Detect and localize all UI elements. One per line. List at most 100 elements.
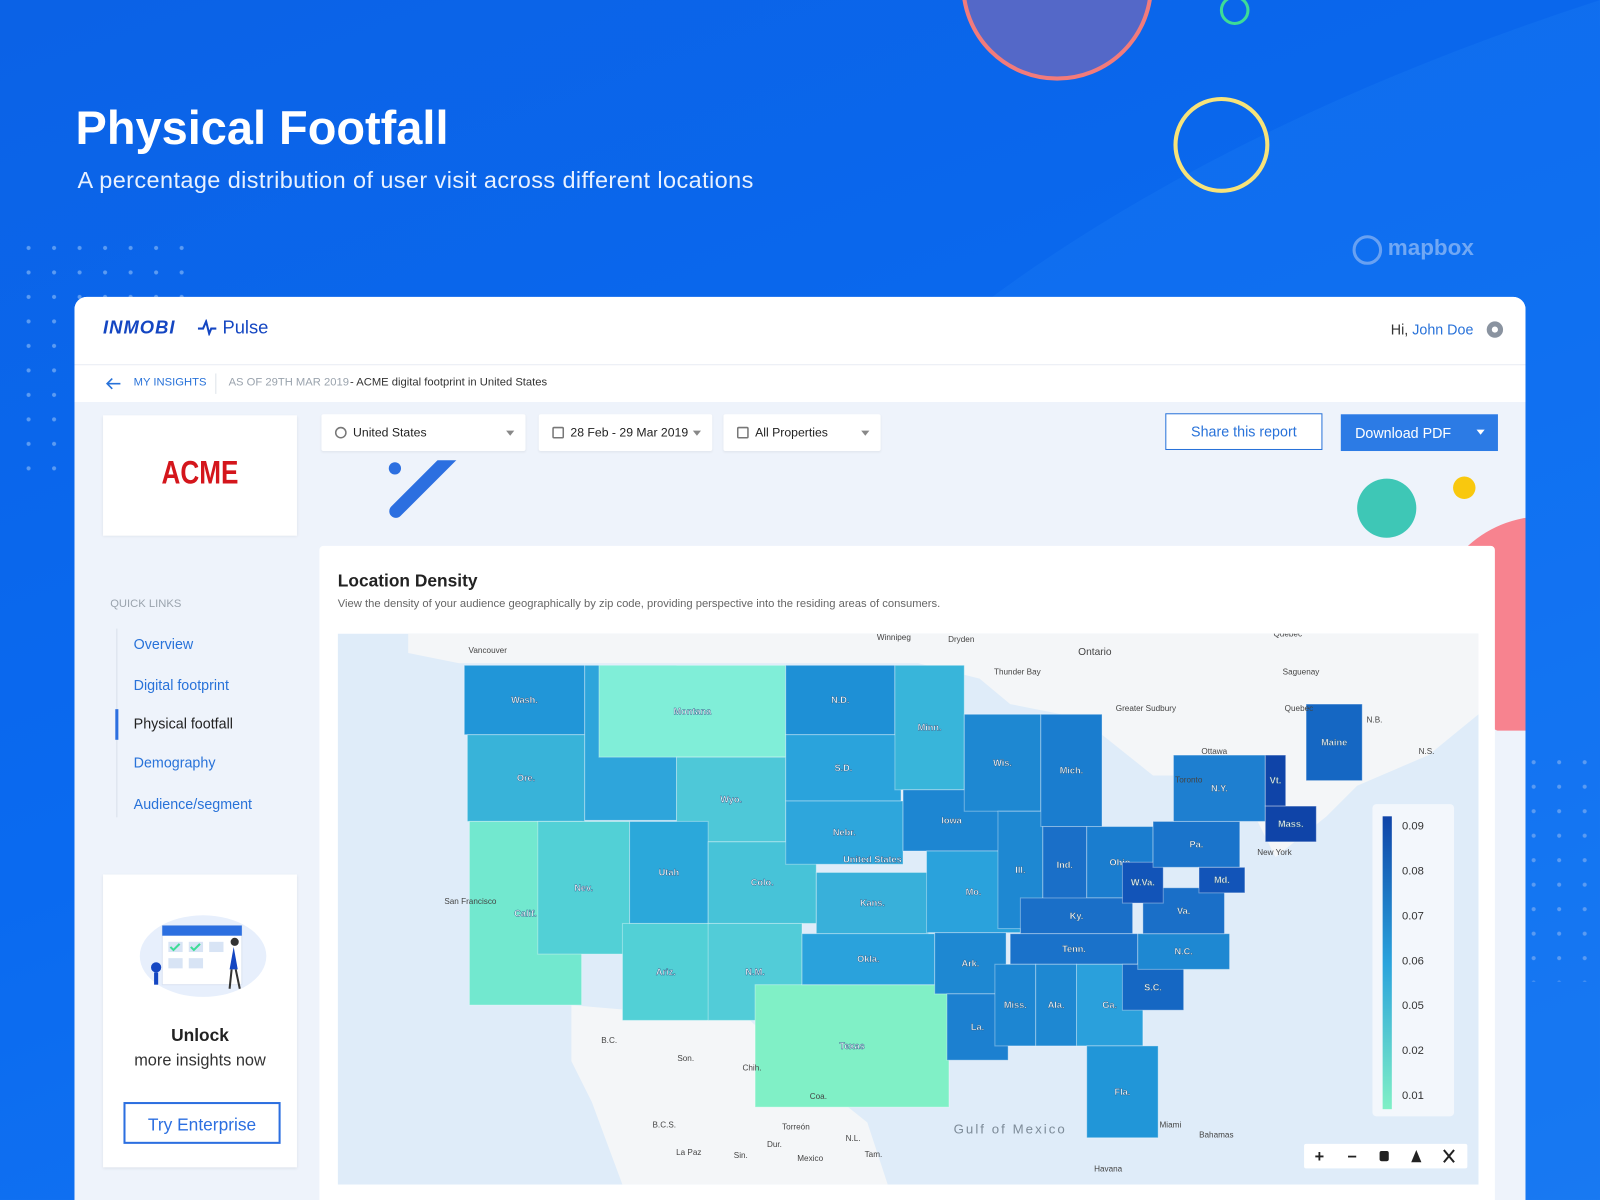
promo-text: more insights now (134, 1052, 266, 1070)
try-enterprise-button[interactable]: Try Enterprise (123, 1102, 281, 1144)
map-control-icons (1379, 1149, 1455, 1163)
compass-icon[interactable] (1411, 1149, 1422, 1163)
state-label: Ariz. (656, 967, 676, 977)
state[interactable] (785, 664, 896, 736)
page-title: Physical Footfall (75, 101, 449, 155)
filter-dropdown[interactable]: 28 Feb - 29 Mar 2019 (538, 414, 713, 452)
place-label: Miami (1160, 1121, 1182, 1130)
decoration (388, 460, 457, 518)
caret (692, 430, 702, 436)
state[interactable] (894, 664, 965, 791)
state[interactable] (785, 734, 902, 802)
state-label: Vt. (1270, 776, 1282, 786)
states: Wash.Ore.Calif.IdahoNev.MontanaWyo.UtahC… (463, 664, 1363, 1139)
legend-label: 0.08 (1402, 865, 1424, 877)
state[interactable] (1264, 805, 1317, 843)
state-label: Maine (1321, 737, 1347, 747)
lock-icon[interactable] (1379, 1151, 1389, 1162)
place-label: N.S. (1419, 747, 1435, 756)
state[interactable] (934, 932, 1007, 995)
state[interactable] (1042, 826, 1088, 904)
state-label: Pa. (1190, 839, 1204, 849)
state[interactable] (785, 800, 904, 865)
state[interactable] (1086, 1045, 1159, 1139)
zoom-button[interactable]: + (1315, 1148, 1325, 1166)
place-label: N.B. (1367, 715, 1383, 724)
state-label: Texas (839, 1041, 864, 1051)
state[interactable] (1019, 897, 1134, 935)
filter-dropdown[interactable]: All Properties (723, 414, 881, 452)
quick-link[interactable]: Overview (133, 635, 194, 653)
state[interactable] (621, 922, 710, 1021)
legend: 0.09 0.08 0.07 0.06 0.05 0.02 0.01 (1402, 821, 1424, 1102)
state[interactable] (1035, 963, 1078, 1047)
filter-dropdown[interactable]: United States (321, 414, 526, 452)
place-label: Sin. (734, 1151, 748, 1160)
state-label: Minn. (918, 723, 942, 733)
state[interactable] (1121, 861, 1164, 904)
canada (408, 633, 1479, 858)
state-label: Tenn. (1062, 944, 1086, 954)
breadcrumb-back[interactable]: MY INSIGHTS (133, 376, 207, 389)
state-label: Ky. (1070, 911, 1084, 921)
state[interactable] (1198, 866, 1246, 894)
settings-icon[interactable] (1485, 319, 1505, 339)
state-label: Calif. (514, 908, 536, 918)
legend-label: 0.05 (1402, 1000, 1424, 1012)
place-label: N.L. (846, 1134, 861, 1143)
quick-link[interactable]: Digital footprint (133, 676, 229, 693)
top-bar: INMOBI Pulse Hi, John Doe (74, 296, 1526, 366)
dropdown-caret (692, 430, 702, 436)
quick-link[interactable]: Physical footfall (133, 715, 233, 732)
share-button[interactable]: Share this report (1165, 413, 1323, 450)
place-label: Thunder Bay (994, 667, 1042, 676)
filter-icon (334, 426, 347, 439)
fullscreen-icon[interactable] (1443, 1149, 1455, 1163)
place-label: Toronto (1175, 776, 1203, 785)
place-label: Coa. (810, 1092, 827, 1101)
state[interactable] (1172, 754, 1266, 822)
legend-label: 0.07 (1402, 910, 1424, 922)
state-label: Md. (1214, 875, 1230, 885)
state[interactable] (1305, 703, 1363, 782)
dropdown-caret (861, 430, 870, 436)
legend-label: 0.01 (1402, 1090, 1424, 1102)
place-label: Bahamas (1199, 1131, 1233, 1140)
state-label: N.C. (1174, 947, 1192, 957)
user-name[interactable]: John Doe (1412, 321, 1474, 338)
zoom-button[interactable]: − (1347, 1148, 1357, 1166)
state[interactable] (598, 664, 787, 758)
place-label: Havana (1094, 1164, 1123, 1173)
legend-label: 0.06 (1402, 955, 1424, 967)
logo[interactable]: INMOBI (103, 317, 176, 338)
state-label: S.D. (834, 763, 852, 773)
state[interactable] (754, 984, 950, 1108)
state[interactable] (1152, 820, 1241, 868)
state[interactable] (801, 933, 936, 986)
place-label: B.C.S. (652, 1121, 676, 1130)
back-arrow[interactable] (105, 377, 121, 391)
download-label: Download PDF (1355, 424, 1452, 441)
state[interactable] (815, 871, 930, 935)
card-description: View the density of your audience geogra… (337, 597, 941, 611)
state-label: Nebr. (833, 828, 856, 838)
choropleth-map[interactable]: Wash.Ore.Calif.IdahoNev.MontanaWyo.UtahC… (337, 633, 1479, 1185)
place-label: Son. (677, 1054, 694, 1063)
state-label: Miss. (1004, 1000, 1027, 1010)
download-button[interactable]: Download PDF (1340, 414, 1498, 452)
quick-link[interactable]: Demography (133, 754, 216, 771)
state-label: N.D. (831, 695, 849, 705)
active-indicator (115, 709, 119, 740)
state-label: United States (843, 855, 902, 865)
state[interactable] (994, 963, 1037, 1047)
legend-gradient (1382, 816, 1392, 1110)
state-label: N.Y. (1211, 783, 1228, 793)
state-label: Ark. (961, 958, 979, 968)
dropdown-caret (1476, 429, 1485, 435)
quick-link[interactable]: Audience/segment (133, 795, 253, 813)
filter-label: All Properties (755, 425, 828, 440)
icon-shape (736, 426, 749, 439)
breadcrumb-bar: MY INSIGHTS AS OF 29TH MAR 2019 - ACME d… (74, 365, 1526, 403)
place-label: Vancouver (469, 646, 508, 655)
state[interactable] (1137, 933, 1231, 970)
